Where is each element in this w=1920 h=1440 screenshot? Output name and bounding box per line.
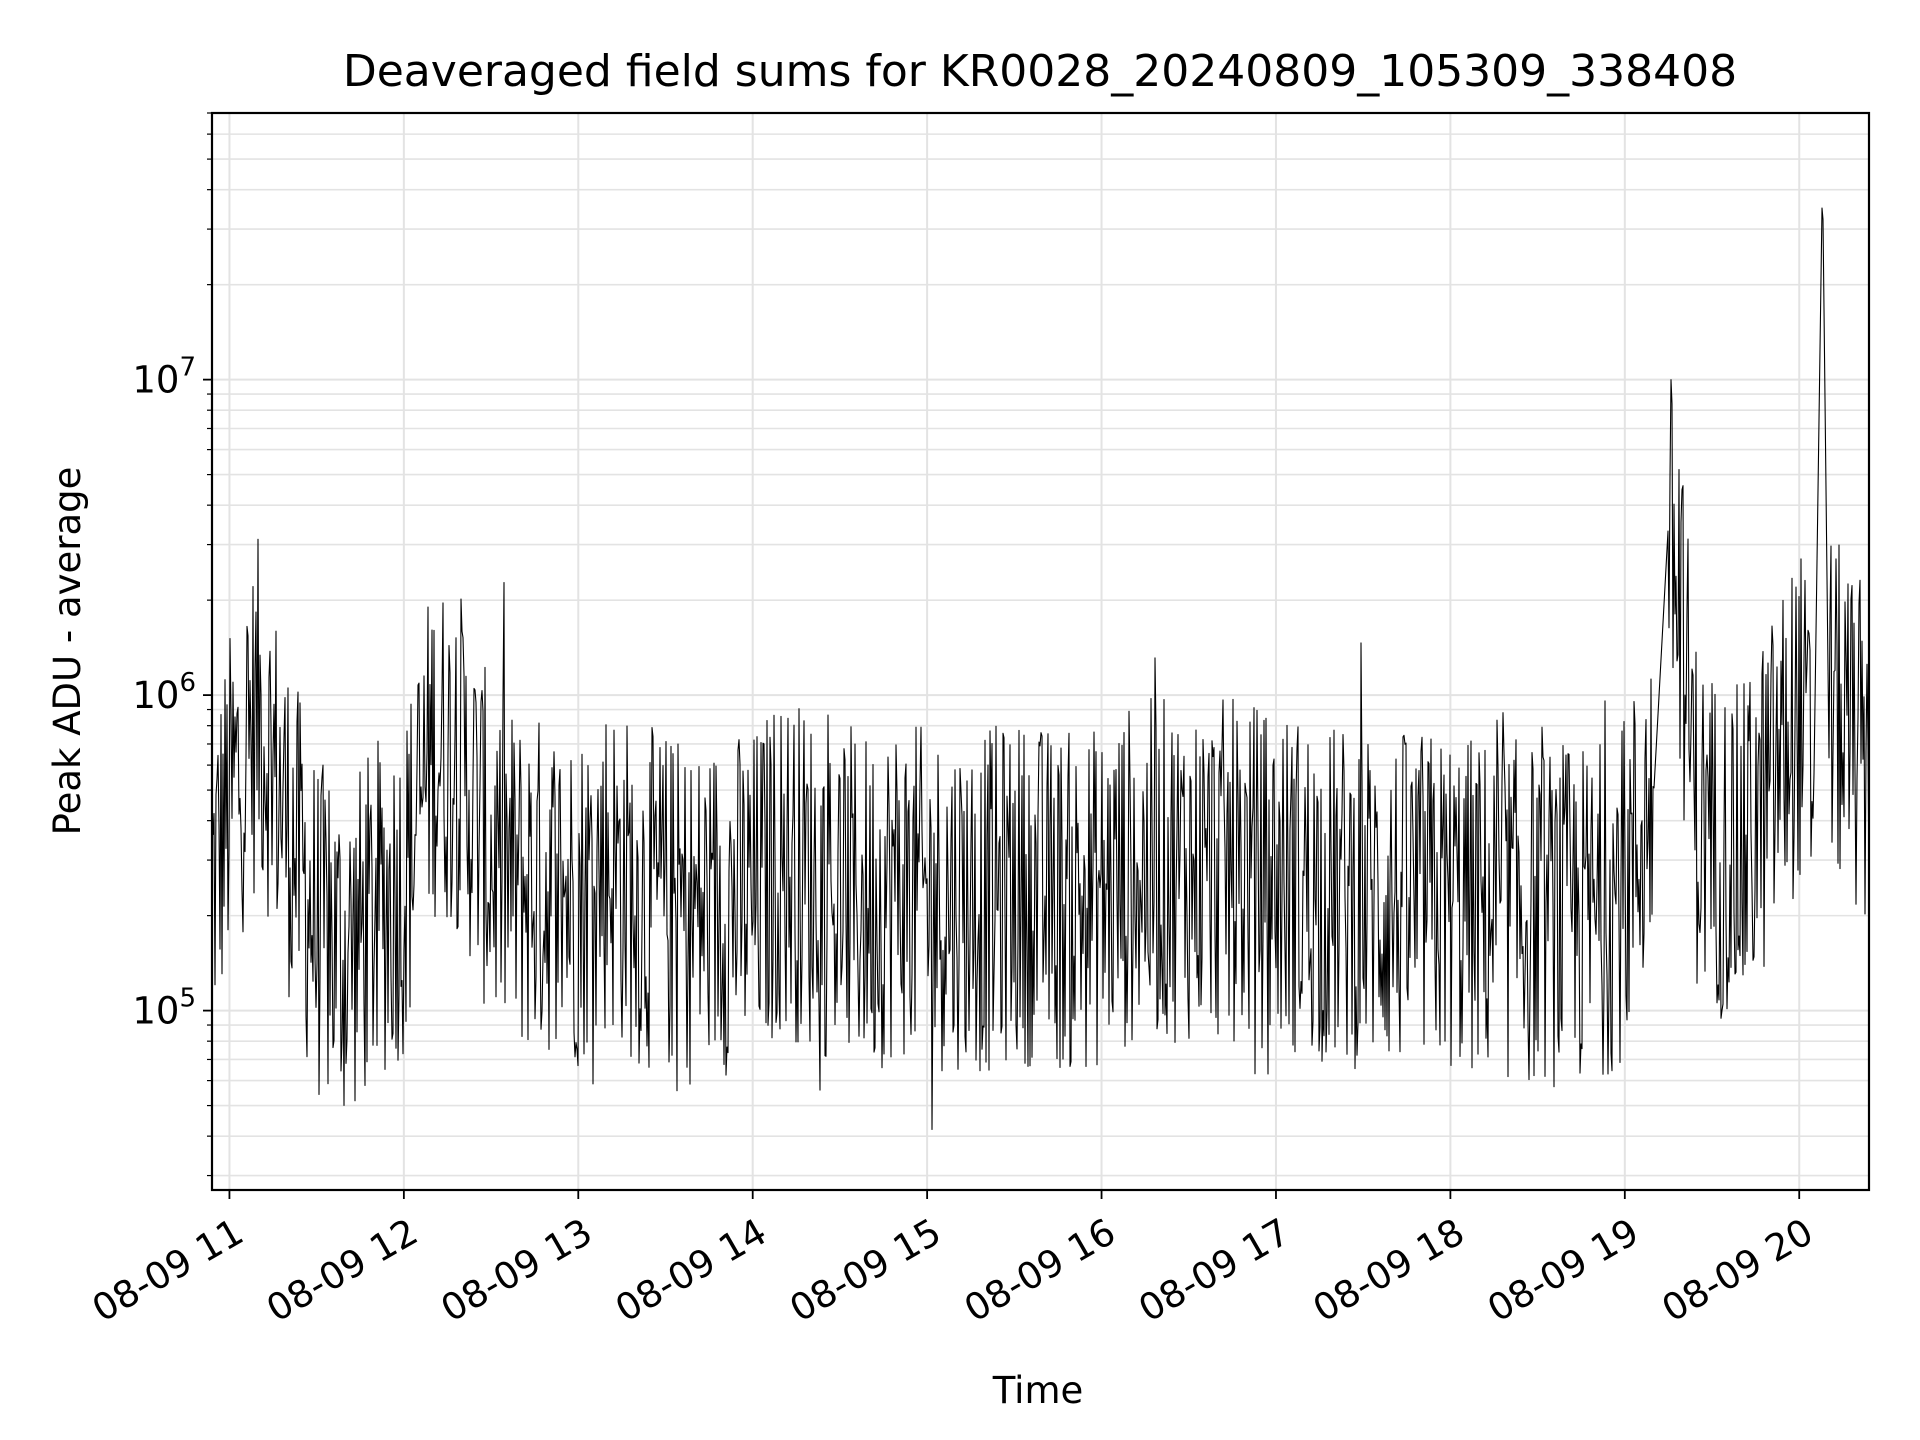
x-axis-label: Time [992, 1369, 1084, 1412]
y-tick-label: 105 [132, 984, 196, 1033]
plot-frame [210, 111, 1871, 1192]
data-layer [211, 207, 1870, 1131]
y-tick-label: 106 [132, 668, 196, 717]
y-axis-label: Peak ADU - average [46, 467, 89, 836]
series-line [211, 207, 1870, 1131]
y-axis: 105 106 107 [132, 112, 212, 1177]
y-tick-label: 107 [132, 353, 196, 402]
chart-title: Deaveraged field sums for KR0028_2024080… [343, 46, 1737, 97]
